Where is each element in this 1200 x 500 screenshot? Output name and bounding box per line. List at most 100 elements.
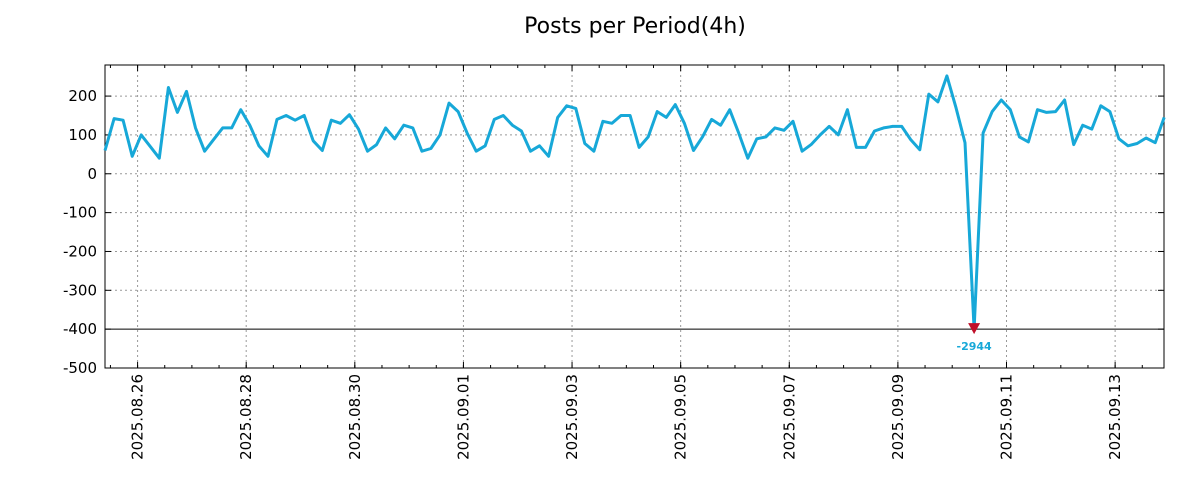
data-point — [430, 147, 432, 149]
data-point — [846, 108, 848, 110]
data-point — [828, 125, 830, 127]
data-point — [910, 138, 912, 140]
data-point — [158, 157, 160, 159]
data-point — [457, 110, 459, 112]
data-point — [801, 150, 803, 152]
y-tick-label: -100 — [63, 204, 97, 222]
x-tick-label: 2025.08.30 — [346, 374, 364, 460]
outlier-label: -2944 — [957, 340, 993, 353]
data-point — [240, 108, 242, 110]
data-point — [185, 90, 187, 92]
data-point — [882, 127, 884, 129]
data-point — [674, 103, 676, 105]
data-point — [448, 102, 450, 104]
y-tick-label: -200 — [63, 242, 97, 260]
data-point — [294, 119, 296, 121]
data-point — [701, 136, 703, 138]
data-point — [547, 155, 549, 157]
annotation-layer: -2944 — [957, 323, 993, 353]
data-point — [1082, 124, 1084, 126]
data-point — [683, 122, 685, 124]
data-point — [231, 127, 233, 129]
y-tick-label: -300 — [63, 281, 97, 299]
data-point — [891, 125, 893, 127]
y-tick-label: 200 — [68, 87, 97, 105]
data-point — [719, 124, 721, 126]
data-point — [584, 142, 586, 144]
data-point — [122, 119, 124, 121]
chart-title: Posts per Period(4h) — [524, 14, 746, 39]
data-point — [1118, 138, 1120, 140]
data-point — [1036, 108, 1038, 110]
data-point — [982, 132, 984, 134]
data-point — [629, 114, 631, 116]
data-point — [203, 150, 205, 152]
data-point — [692, 149, 694, 151]
data-point — [1072, 143, 1074, 145]
data-point — [140, 134, 142, 136]
data-point — [665, 116, 667, 118]
data-point — [285, 114, 287, 116]
x-tick-label: 2025.08.28 — [237, 374, 255, 460]
data-point — [1154, 141, 1156, 143]
data-point — [738, 132, 740, 134]
data-point — [104, 149, 106, 151]
x-tick-label: 2025.09.13 — [1106, 374, 1124, 460]
data-point — [747, 157, 749, 159]
data-point — [393, 138, 395, 140]
data-point — [710, 118, 712, 120]
data-point — [212, 138, 214, 140]
x-tick-label: 2025.09.03 — [563, 374, 581, 460]
data-point — [1054, 110, 1056, 112]
data-point — [403, 124, 405, 126]
y-tick-label: 0 — [87, 165, 97, 183]
series-layer — [103, 74, 1166, 331]
x-tick-label: 2025.08.26 — [129, 374, 147, 460]
data-point — [529, 150, 531, 152]
data-point — [1063, 99, 1065, 101]
data-point — [1100, 105, 1102, 107]
data-point — [792, 120, 794, 122]
x-tick-label: 2025.09.07 — [780, 374, 798, 460]
data-point — [1018, 136, 1020, 138]
data-point — [946, 75, 948, 77]
data-point — [837, 134, 839, 136]
data-point — [728, 108, 730, 110]
data-point — [493, 118, 495, 120]
data-point — [1145, 137, 1147, 139]
data-point — [1163, 116, 1165, 118]
data-point — [149, 145, 151, 147]
data-point — [656, 110, 658, 112]
data-point — [810, 143, 812, 145]
data-point — [937, 101, 939, 103]
data-point — [366, 150, 368, 152]
data-point — [783, 129, 785, 131]
data-point — [919, 148, 921, 150]
data-point — [1009, 108, 1011, 110]
data-point — [321, 149, 323, 151]
data-point — [520, 130, 522, 132]
data-point — [511, 124, 513, 126]
data-point — [1000, 99, 1002, 101]
data-point — [384, 127, 386, 129]
data-point — [375, 143, 377, 145]
data-point — [566, 105, 568, 107]
data-point — [538, 145, 540, 147]
data-point — [873, 130, 875, 132]
y-tick-label: -400 — [63, 320, 97, 338]
data-point — [991, 110, 993, 112]
data-point — [855, 146, 857, 148]
x-tick-label: 2025.09.11 — [998, 374, 1016, 460]
data-point — [276, 118, 278, 120]
x-tick-label: 2025.09.09 — [889, 374, 907, 460]
data-point — [1127, 145, 1129, 147]
data-point — [575, 107, 577, 109]
data-point — [502, 114, 504, 116]
data-point — [1091, 128, 1093, 130]
y-tick-label: -500 — [63, 359, 97, 377]
data-point — [167, 86, 169, 88]
grid-layer — [105, 65, 1164, 369]
data-point — [900, 125, 902, 127]
data-point — [765, 136, 767, 138]
